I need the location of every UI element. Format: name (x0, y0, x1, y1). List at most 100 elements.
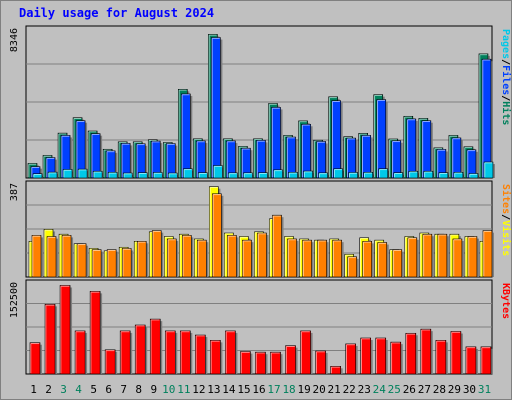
bar-sites (347, 256, 359, 278)
bar-kbytes-body (375, 337, 387, 375)
bar-kbytes (450, 331, 463, 375)
bar-kbytes (29, 342, 42, 375)
x-tick-label: 25 (388, 383, 401, 396)
bar-pages (198, 172, 210, 179)
bar-kbytes (375, 337, 388, 375)
bar-kbytes-body (149, 318, 161, 375)
bar-files-body (451, 137, 462, 179)
bar-files-body (361, 135, 372, 179)
legend: Sites/Visits (500, 184, 511, 256)
bar-kbytes (195, 334, 208, 375)
bar-sites (467, 236, 479, 278)
bar-sites (242, 239, 254, 278)
bar-pages-body (333, 168, 343, 179)
bar-kbytes-body (164, 330, 176, 375)
bar-kbytes (435, 340, 448, 375)
bar-pages (393, 172, 405, 179)
bar-pages-body (62, 169, 73, 179)
bar-files (346, 137, 358, 179)
bar-kbytes-body (480, 346, 492, 375)
bar-pages-body (303, 170, 313, 179)
bar-sites (452, 238, 464, 278)
bar-sites (76, 243, 89, 278)
bar-kbytes-body (330, 366, 341, 375)
bar-pages-body (137, 172, 148, 179)
bar-kbytes (240, 351, 253, 375)
bar-sites (317, 239, 329, 278)
bar-kbytes-body (59, 285, 71, 375)
bar-files (271, 107, 283, 179)
bar-pages-body (378, 168, 389, 179)
bar-kbytes (149, 318, 163, 375)
bar-files (226, 140, 238, 179)
bar-kbytes-body (210, 340, 221, 375)
legend-item: / (500, 95, 511, 101)
x-tick-label: 24 (373, 383, 387, 396)
bar-pages (348, 172, 360, 179)
bar-pages-body (363, 172, 374, 179)
bar-kbytes (59, 285, 73, 375)
bar-kbytes-body (345, 343, 356, 375)
bar-pages (62, 169, 75, 179)
bar-pages (32, 173, 44, 179)
bar-pages (303, 170, 315, 179)
bar-sites (422, 233, 434, 278)
bar-pages-body (348, 172, 358, 179)
bar-files (466, 149, 478, 179)
x-tick-label: 14 (222, 383, 236, 396)
bar-kbytes (330, 366, 343, 375)
bar-sites-body (272, 214, 282, 278)
bar-kbytes (405, 332, 418, 375)
bar-pages-body (393, 172, 404, 179)
bar-sites (272, 214, 284, 278)
bar-pages (438, 172, 450, 179)
bar-pages-body (483, 161, 494, 179)
bar-pages (183, 168, 195, 179)
bar-sites (377, 242, 389, 278)
bar-sites (91, 249, 104, 278)
bar-sites-body (121, 248, 132, 278)
bar-pages-body (243, 172, 253, 179)
bar-kbytes (285, 345, 298, 375)
bar-pages (423, 170, 435, 179)
bar-sites-body (302, 239, 312, 278)
x-tick-label: 28 (433, 383, 446, 396)
legend-item: KBytes (500, 283, 511, 319)
bar-sites (362, 241, 374, 278)
bar-sites-body (287, 238, 297, 278)
bar-kbytes (164, 330, 178, 375)
bar-files-body (406, 118, 417, 179)
legend: KBytes (500, 283, 511, 319)
bar-pages (228, 172, 240, 179)
bar-sites-body (362, 241, 373, 278)
bar-sites-body (197, 239, 207, 278)
bar-pages (288, 172, 300, 179)
bar-pages-body (228, 172, 238, 179)
x-tick-label: 8 (135, 383, 142, 396)
bar-pages-body (453, 172, 464, 179)
legend-item: / (500, 59, 511, 65)
bar-kbytes (465, 346, 478, 375)
bar-sites-body (377, 242, 388, 278)
y-max-label: 8346 (9, 28, 20, 52)
bar-pages-body (32, 173, 43, 179)
x-tick-label: 30 (463, 383, 476, 396)
bar-pages-body (288, 172, 298, 179)
x-tick-label: 7 (120, 383, 127, 396)
bar-files-body (271, 107, 281, 179)
chart-title: Daily usage for August 2024 (19, 6, 214, 20)
bar-kbytes-body (104, 349, 116, 375)
bar-sites (46, 236, 59, 278)
x-tick-label: 23 (358, 383, 371, 396)
bar-sites-body (392, 249, 403, 278)
bar-kbytes (480, 346, 493, 375)
bar-sites-body (31, 235, 42, 278)
bar-files (481, 58, 493, 179)
bar-files (286, 136, 298, 179)
bar-files-body (301, 123, 311, 179)
bar-sites (227, 235, 239, 278)
bar-pages (47, 171, 60, 179)
bar-files (301, 123, 313, 179)
bar-files (361, 135, 373, 179)
